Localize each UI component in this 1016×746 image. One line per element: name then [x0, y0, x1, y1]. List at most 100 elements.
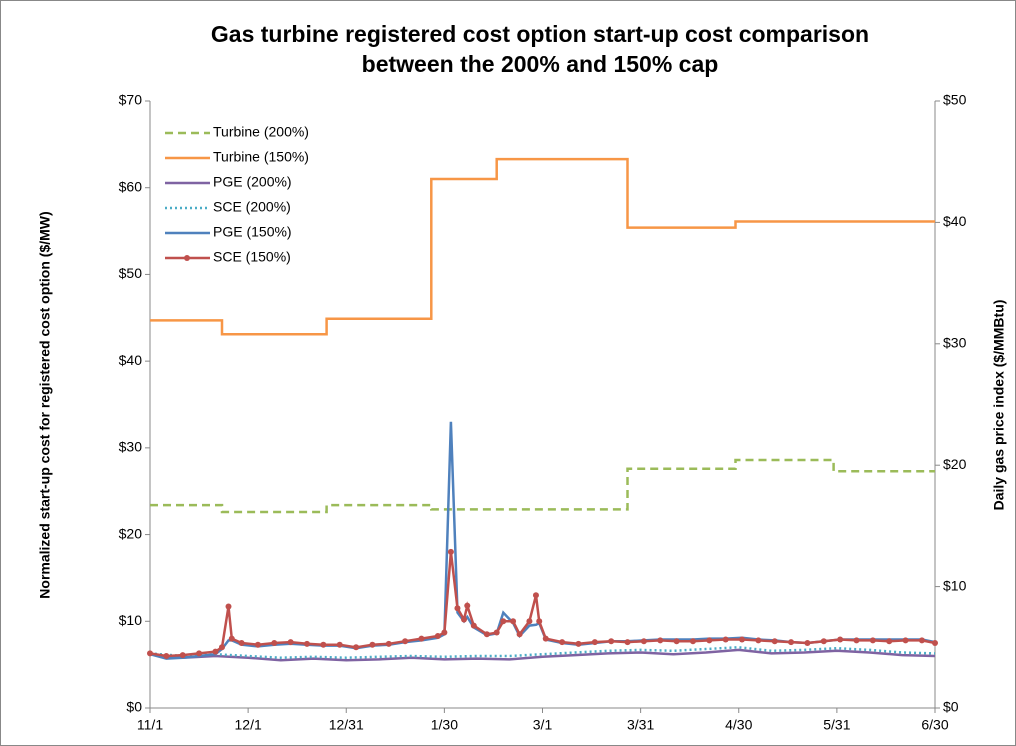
y2-tick-label: $40 [943, 213, 967, 229]
legend-label: PGE (200%) [213, 174, 292, 190]
series-marker [608, 638, 615, 645]
series-marker [516, 631, 523, 638]
y2-axis-label: Daily gas price index ($/MMBtu) [991, 300, 1007, 511]
x-tick-label: 4/30 [725, 717, 752, 733]
series-marker [739, 636, 746, 643]
series-marker [837, 636, 844, 643]
series-marker [820, 638, 827, 645]
series-marker [706, 637, 713, 644]
series-marker [657, 637, 664, 644]
series-marker [179, 652, 186, 659]
x-tick-label: 3/1 [533, 717, 553, 733]
series-marker [402, 638, 409, 645]
x-tick-label: 12/1 [235, 717, 262, 733]
series-marker [493, 629, 500, 636]
series-marker [447, 548, 454, 555]
y2-tick-label: $10 [943, 577, 967, 593]
y-tick-label: $40 [119, 352, 143, 368]
series-marker [722, 636, 729, 643]
series-line [149, 648, 936, 662]
y-tick-label: $60 [119, 178, 143, 194]
series-marker [336, 641, 343, 648]
series-marker [369, 641, 376, 648]
y-tick-label: $10 [119, 612, 143, 628]
series-marker [470, 622, 477, 629]
y-tick-label: $20 [119, 525, 143, 541]
series-marker [304, 640, 310, 647]
series-line [150, 458, 935, 514]
y2-tick-label: $20 [943, 456, 967, 472]
legend-marker [184, 255, 190, 261]
series-marker [804, 639, 811, 646]
series-marker [788, 639, 795, 646]
x-tick-label: 5/31 [823, 717, 850, 733]
series-marker [559, 639, 566, 646]
series-line [150, 157, 935, 336]
x-tick-label: 6/30 [921, 717, 948, 733]
series-marker [918, 637, 925, 644]
series-marker [434, 633, 441, 640]
series-marker [464, 602, 471, 609]
legend-label: Turbine (200%) [213, 124, 309, 140]
series-marker [510, 618, 517, 625]
series-marker [932, 639, 938, 646]
legend-label: PGE (150%) [213, 224, 292, 240]
series-marker [196, 650, 203, 657]
series-marker [353, 644, 360, 651]
series-marker [254, 641, 261, 648]
x-tick-label: 12/31 [329, 717, 364, 733]
series-marker [454, 605, 461, 612]
y2-tick-label: $30 [943, 335, 967, 351]
series-marker [212, 648, 219, 655]
series-marker [441, 629, 448, 636]
series-line [149, 646, 936, 659]
series-marker [483, 631, 490, 638]
series-marker [271, 639, 278, 646]
series-marker [640, 638, 647, 645]
series-marker [287, 639, 294, 646]
y-tick-label: $70 [119, 92, 143, 108]
y-tick-label: $30 [119, 439, 143, 455]
series-marker [624, 639, 631, 646]
y-tick-label: $0 [126, 699, 142, 715]
series-marker [755, 637, 762, 644]
x-tick-label: 1/30 [431, 717, 458, 733]
y-axis-label: Normalized start-up cost for registered … [37, 211, 53, 598]
legend-label: SCE (150%) [213, 249, 291, 265]
series-marker [853, 637, 860, 644]
y2-tick-label: $50 [943, 92, 967, 108]
chart-title: Gas turbine registered cost option start… [211, 21, 869, 47]
y2-tick-label: $0 [943, 699, 959, 715]
series-marker [575, 640, 582, 647]
series-marker [526, 618, 533, 625]
y-tick-label: $50 [119, 265, 143, 281]
series-marker [542, 635, 549, 642]
series-marker [500, 618, 507, 625]
series-marker [163, 652, 170, 659]
x-tick-label: 3/31 [627, 717, 654, 733]
series-marker [673, 638, 680, 645]
x-tick-label: 11/1 [137, 717, 163, 733]
series-marker [886, 638, 893, 645]
series-marker [218, 644, 225, 651]
legend-label: Turbine (150%) [213, 149, 309, 165]
series-marker [771, 638, 778, 645]
series-marker [591, 639, 598, 646]
series-marker [385, 640, 392, 647]
series-marker [147, 650, 153, 657]
series-marker [689, 638, 696, 645]
series-marker [869, 637, 876, 644]
series-marker [238, 639, 245, 646]
series-marker [320, 641, 327, 648]
legend-label: SCE (200%) [213, 199, 291, 215]
series-marker [461, 616, 467, 623]
series-marker [532, 592, 539, 599]
series-marker [418, 635, 425, 642]
series-marker [225, 603, 232, 610]
chart-title: between the 200% and 150% cap [362, 51, 719, 77]
series-marker [536, 618, 543, 625]
series-marker [902, 637, 909, 644]
series-marker [228, 635, 235, 642]
